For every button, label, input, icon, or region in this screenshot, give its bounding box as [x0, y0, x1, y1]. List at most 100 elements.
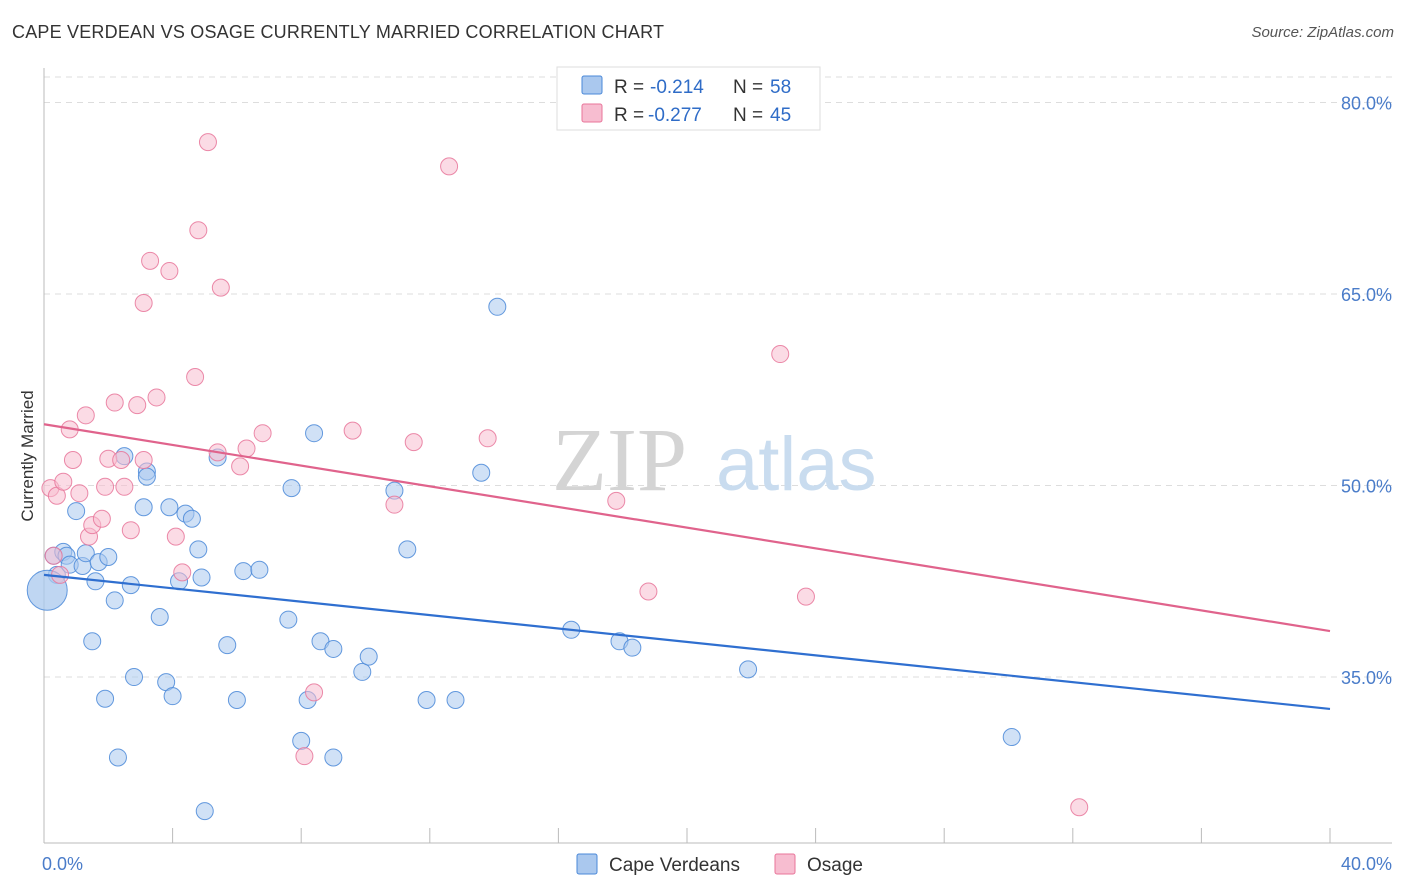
- y-tick-labels: 35.0% 50.0% 65.0% 80.0%: [1341, 94, 1392, 688]
- cape-verdean-point: [324, 639, 343, 658]
- osage-trend-line: [43, 423, 1331, 633]
- cape-verdean-point: [99, 548, 118, 567]
- cape-verdean-point: [83, 632, 102, 651]
- osage-point: [121, 521, 140, 540]
- grid-lines: [44, 76, 1392, 678]
- osage-point: [105, 393, 124, 412]
- cape-verdean-point: [125, 668, 144, 687]
- osage-point: [231, 457, 250, 476]
- legend-label-cape-verdeans[interactable]: Cape Verdeans: [609, 855, 740, 876]
- cape-verdean-point: [227, 691, 246, 710]
- cape-verdean-point: [1002, 728, 1021, 747]
- series-legend: Cape Verdeans Osage: [576, 853, 863, 876]
- stats-swatch-0: [581, 75, 603, 95]
- cape-verdean-point: [292, 731, 311, 750]
- osage-point: [134, 451, 153, 469]
- cape-verdean-point: [305, 424, 324, 443]
- cape-verdean-point: [189, 540, 208, 559]
- osage-point: [96, 477, 115, 496]
- cape-verdean-point: [417, 691, 436, 710]
- osage-point: [198, 133, 217, 152]
- osage-point: [166, 527, 185, 546]
- osage-point: [343, 421, 362, 440]
- y-axis-title: Currently Married: [18, 390, 37, 521]
- cape-verdean-point: [105, 591, 124, 610]
- cape-verdean-point: [446, 691, 465, 710]
- legend-label-osage[interactable]: Osage: [807, 855, 863, 876]
- trend-lines: [43, 423, 1331, 711]
- cape-verdean-point: [398, 540, 417, 559]
- osage-point: [54, 472, 73, 491]
- cape-verdean-point: [163, 687, 182, 706]
- osage-point: [141, 251, 160, 270]
- osage-point: [92, 509, 111, 528]
- stats-n-value-0: 58: [770, 77, 791, 98]
- axes: [43, 68, 1392, 844]
- stats-n-label-1: N =: [733, 105, 763, 126]
- osage-point: [44, 546, 63, 565]
- cape-verdean-point: [623, 638, 642, 657]
- stats-r-label-0: R =: [614, 77, 644, 98]
- watermark-atlas: atlas: [716, 422, 877, 507]
- osage-point: [147, 388, 166, 407]
- cape-verdean-point: [282, 479, 301, 498]
- y-tick-label-3: 80.0%: [1341, 94, 1392, 114]
- osage-point: [771, 345, 790, 364]
- cape-verdean-point: [250, 560, 269, 579]
- x-tick-label-min: 0.0%: [42, 854, 83, 874]
- cape-verdean-point: [324, 748, 343, 767]
- cape-verdean-trend-line: [43, 573, 1331, 711]
- cape-verdean-point: [96, 689, 115, 708]
- osage-point: [404, 433, 423, 452]
- chart-title: CAPE VERDEAN VS OSAGE CURRENTLY MARRIED …: [12, 22, 665, 42]
- osage-point: [128, 396, 147, 415]
- cape-verdean-point: [739, 660, 758, 679]
- cape-verdean-point: [218, 636, 237, 655]
- cape-verdean-point: [192, 568, 211, 587]
- y-tick-label-2: 65.0%: [1341, 285, 1392, 305]
- cape-verdean-point: [160, 498, 179, 517]
- cape-verdean-point: [488, 297, 507, 316]
- stats-legend: R = -0.214 N = 58 R = -0.277 N = 45: [556, 66, 821, 131]
- stats-swatch-1: [581, 103, 603, 123]
- osage-point: [76, 406, 95, 425]
- cape-verdean-point: [472, 463, 491, 482]
- cape-verdean-point: [359, 647, 378, 666]
- osage-point: [385, 495, 404, 514]
- osage-point: [639, 582, 658, 601]
- osage-point: [112, 451, 131, 469]
- data-points: [26, 133, 1089, 821]
- osage-point: [173, 563, 192, 582]
- osage-point: [70, 484, 89, 503]
- osage-point: [134, 293, 153, 312]
- osage-point: [237, 439, 256, 458]
- osage-point: [607, 491, 626, 510]
- stats-r-label-1: R =: [614, 105, 644, 126]
- cape-verdean-point: [279, 610, 298, 629]
- x-tick-label-max: 40.0%: [1341, 854, 1392, 874]
- osage-point: [295, 747, 314, 766]
- cape-verdean-point: [137, 467, 156, 486]
- osage-point: [440, 157, 459, 176]
- cape-verdean-point: [353, 662, 372, 681]
- stats-r-value-1: -0.277: [648, 105, 702, 126]
- osage-point: [1070, 798, 1089, 817]
- legend-swatch-osage[interactable]: [774, 853, 796, 875]
- stats-n-label-0: N =: [733, 77, 763, 98]
- osage-point: [305, 683, 324, 702]
- osage-point: [253, 424, 272, 443]
- osage-point: [211, 278, 230, 297]
- cape-verdean-point: [182, 509, 201, 528]
- osage-point: [160, 262, 179, 281]
- legend-swatch-cape-verdeans[interactable]: [576, 853, 598, 875]
- osage-point: [63, 451, 82, 469]
- osage-point: [115, 477, 134, 496]
- cape-verdean-point: [234, 562, 253, 581]
- cape-verdean-point: [67, 502, 86, 521]
- y-tick-label-0: 35.0%: [1341, 668, 1392, 688]
- y-tick-label-1: 50.0%: [1341, 477, 1392, 497]
- osage-point: [796, 587, 815, 606]
- osage-point: [189, 221, 208, 240]
- osage-point: [478, 429, 497, 448]
